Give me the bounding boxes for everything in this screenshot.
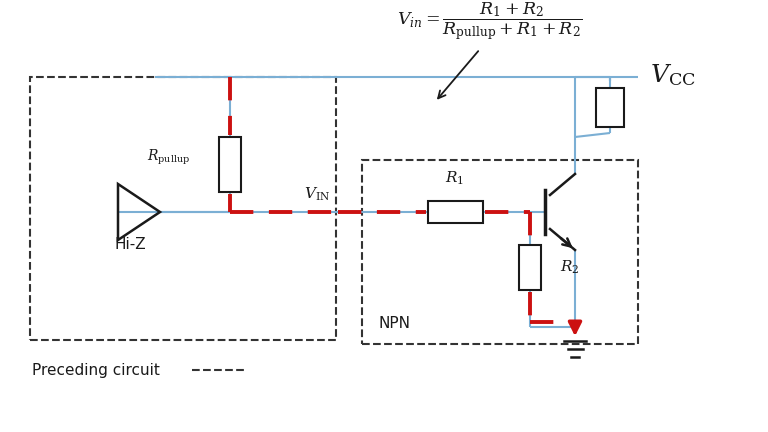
- Bar: [30, 77, 336, 340]
- Text: $R_2$: $R_2$: [560, 258, 580, 276]
- Text: $V_{\mathrm{IN}}$: $V_{\mathrm{IN}}$: [304, 185, 330, 203]
- Text: Hi-Z: Hi-Z: [115, 237, 147, 252]
- Bar: [596, 88, 624, 127]
- Bar: [219, 137, 241, 191]
- Bar: [428, 201, 482, 223]
- Text: Preceding circuit: Preceding circuit: [32, 362, 160, 378]
- Text: $R_1$: $R_1$: [445, 170, 465, 187]
- Bar: [519, 245, 541, 289]
- Text: $R_{\mathrm{pullup}}$: $R_{\mathrm{pullup}}$: [147, 147, 190, 167]
- Text: NPN: NPN: [378, 317, 410, 331]
- Text: $V_{in} = \dfrac{R_1 + R_2}{R_{\mathrm{pullup}} + R_1 + R_2}$: $V_{in} = \dfrac{R_1 + R_2}{R_{\mathrm{p…: [397, 1, 583, 43]
- Bar: [362, 160, 638, 344]
- Text: $V_{\mathrm{CC}}$: $V_{\mathrm{CC}}$: [650, 62, 696, 88]
